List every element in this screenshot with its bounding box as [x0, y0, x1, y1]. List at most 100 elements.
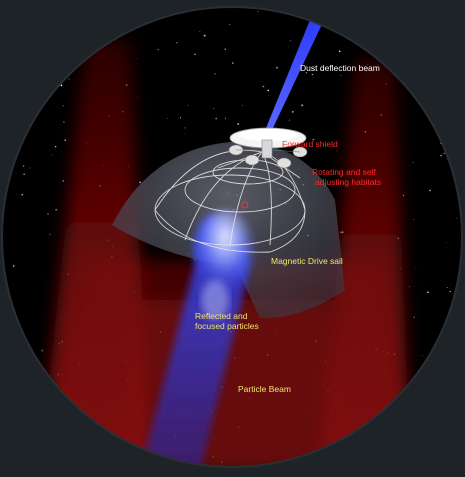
star: [276, 66, 278, 69]
star: [25, 120, 28, 122]
star: [430, 405, 432, 407]
star: [184, 127, 186, 129]
star: [394, 418, 397, 421]
label-magnetic-drive-sail: Magnetic Drive sail: [271, 256, 343, 266]
label-reflected-line1: Reflected and: [195, 311, 248, 321]
star: [129, 21, 131, 23]
star: [167, 117, 168, 119]
star: [441, 356, 443, 358]
star: [224, 117, 226, 119]
star: [289, 40, 291, 42]
star: [309, 1, 310, 2]
star: [214, 73, 216, 75]
star: [411, 446, 413, 448]
star: [157, 48, 159, 51]
star: [62, 105, 64, 107]
label-forward-shield: Forward shield: [282, 139, 338, 149]
star: [29, 167, 31, 169]
star: [340, 75, 342, 76]
star: [413, 316, 415, 318]
star: [111, 447, 113, 449]
star: [231, 62, 234, 65]
star: [449, 421, 451, 423]
star: [161, 8, 163, 10]
star: [327, 7, 328, 8]
star: [5, 115, 7, 117]
star: [77, 1, 79, 3]
star: [55, 208, 58, 211]
star: [176, 42, 178, 44]
star: [367, 10, 369, 13]
star: [440, 154, 442, 157]
star: [453, 463, 455, 465]
star: [451, 134, 453, 136]
star: [212, 108, 214, 109]
star: [451, 38, 454, 41]
label-habitats-line1: Rotating and self: [312, 167, 376, 177]
star: [35, 415, 37, 417]
star: [2, 271, 4, 274]
star: [10, 72, 13, 74]
habitat-pods: [228, 144, 308, 169]
star: [125, 452, 128, 455]
star: [287, 46, 289, 48]
star: [49, 233, 51, 235]
star: [412, 162, 414, 164]
star: [445, 242, 447, 244]
star: [52, 154, 53, 156]
star: [60, 84, 63, 87]
star: [55, 146, 57, 148]
star: [224, 48, 226, 50]
star: [87, 454, 89, 456]
star: [203, 34, 206, 37]
star: [288, 119, 291, 121]
star: [422, 355, 424, 356]
star: [448, 376, 451, 378]
star: [415, 267, 417, 269]
star: [291, 111, 294, 113]
star: [78, 17, 79, 19]
star: [287, 66, 289, 68]
star: [23, 173, 25, 175]
star: [409, 286, 410, 288]
label-particle-beam: Particle Beam: [238, 384, 291, 394]
star: [413, 218, 415, 221]
reflected-particles-jet: [140, 210, 255, 467]
star: [2, 461, 3, 463]
star: [34, 51, 36, 53]
star: [21, 193, 23, 196]
star: [454, 172, 457, 175]
star: [443, 152, 445, 155]
star: [62, 180, 65, 182]
star: [135, 58, 137, 59]
star: [179, 117, 182, 119]
star: [23, 165, 25, 167]
star: [224, 4, 225, 5]
sail-marker: [241, 201, 249, 209]
star: [394, 14, 396, 16]
star: [411, 21, 413, 24]
label-habitats: Rotating and self adjusting habitats: [312, 167, 381, 187]
star: [32, 104, 34, 106]
viewport-ring: [1, 6, 463, 468]
forward-shield: [229, 127, 307, 159]
star: [4, 159, 7, 162]
star: [63, 121, 65, 123]
star: [441, 0, 442, 1]
star: [80, 22, 83, 25]
star: [267, 89, 270, 92]
star: [199, 31, 201, 33]
star: [421, 377, 422, 379]
star: [68, 78, 70, 80]
star: [78, 464, 80, 466]
star: [336, 150, 338, 152]
star: [305, 71, 308, 74]
star: [0, 229, 1, 230]
dust-deflection-beam: [266, 20, 324, 130]
star: [338, 50, 341, 53]
star: [187, 104, 189, 106]
star: [312, 138, 315, 141]
star: [402, 194, 404, 197]
